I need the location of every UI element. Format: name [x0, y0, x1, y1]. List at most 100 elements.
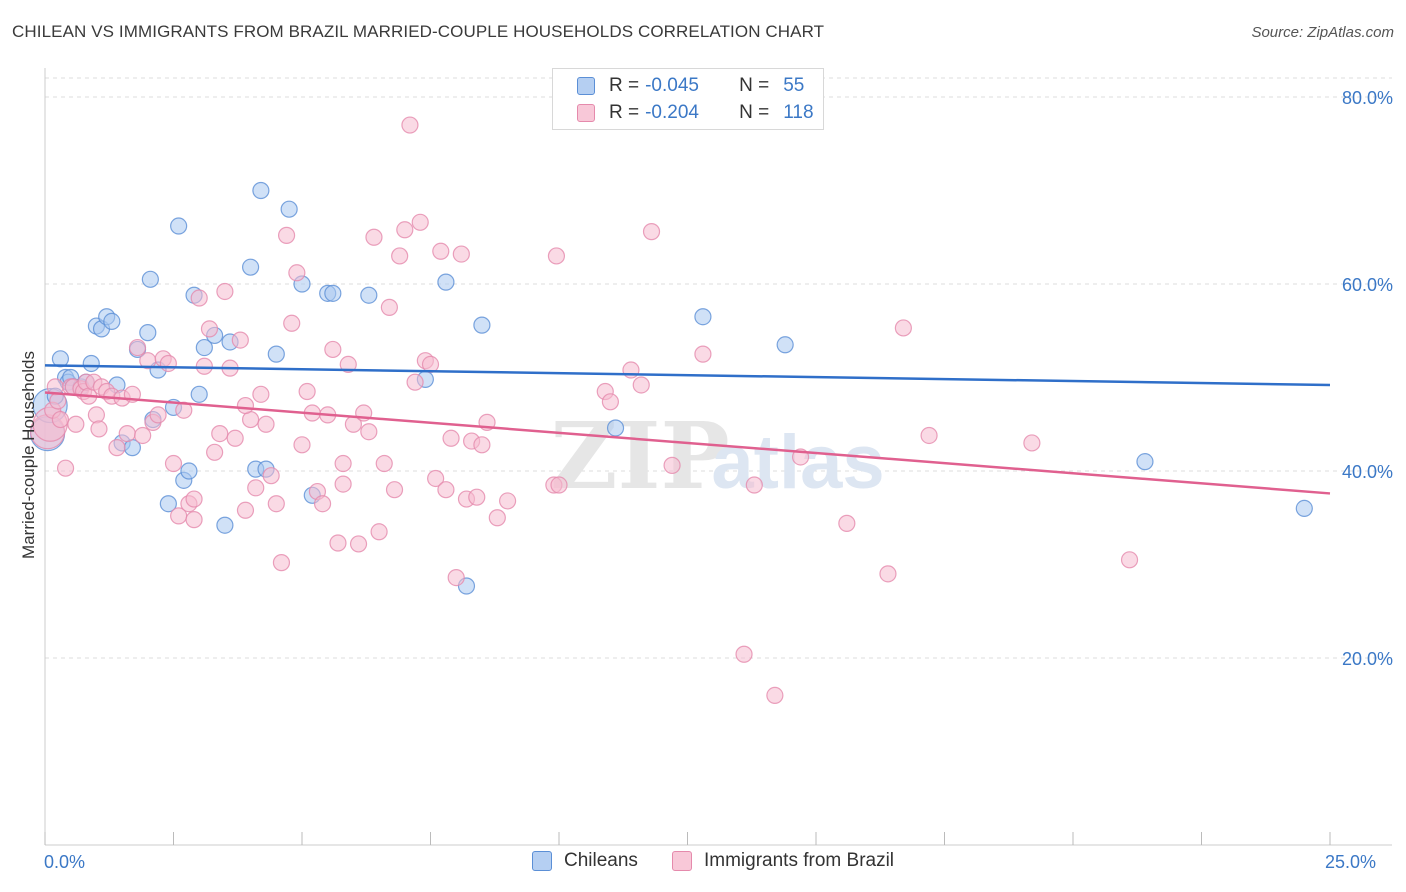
chileans-point: [1136, 453, 1154, 471]
brazil-point: [339, 355, 357, 374]
brazil-point: [329, 534, 347, 552]
legend-n-value: 118: [783, 102, 814, 123]
brazil-point: [51, 410, 70, 429]
brazil-point: [396, 221, 414, 239]
brazil-point: [547, 247, 566, 265]
brazil-point: [442, 429, 460, 447]
legend-row-brazil: R = -0.204 N = 118: [577, 100, 814, 126]
legend-label-brazil: Immigrants from Brazil: [704, 850, 895, 871]
brazil-point: [601, 393, 620, 411]
legend-r-value: -0.204: [645, 102, 699, 123]
brazil-point: [452, 245, 470, 263]
brazil-point: [298, 382, 316, 401]
brazil-point: [349, 535, 368, 553]
series-legend: Chileans Immigrants from Brazil: [0, 850, 1406, 878]
brazil-point: [745, 476, 763, 494]
y-tick-label: 40.0%: [1342, 462, 1393, 482]
brazil-point: [694, 345, 712, 363]
chileans-point: [159, 495, 177, 513]
brazil-point: [195, 357, 213, 375]
brazil-point: [473, 436, 491, 454]
brazil-point: [324, 340, 342, 359]
brazil-point: [185, 511, 203, 529]
brazil-point: [226, 429, 244, 447]
legend-item-chileans[interactable]: Chileans: [532, 850, 638, 872]
brazil-point: [1023, 434, 1041, 452]
legend-swatch-pink: [672, 851, 692, 871]
chileans-point: [437, 273, 455, 291]
chileans-point: [195, 338, 213, 357]
brazil-point: [360, 423, 378, 441]
brazil-point: [370, 523, 388, 541]
brazil-point: [236, 501, 255, 519]
brazil-point: [334, 454, 352, 473]
brazil-point: [488, 509, 506, 527]
brazil-point: [128, 338, 147, 357]
chileans-point: [1295, 499, 1313, 517]
watermark: ZIP atlas: [550, 402, 884, 510]
chileans-point: [170, 217, 188, 235]
brazil-point: [159, 354, 177, 373]
brazil-point: [385, 481, 404, 499]
brazil-point: [190, 289, 208, 307]
legend-r-value: -0.045: [645, 75, 699, 96]
legend-n-label: N =: [739, 102, 770, 123]
brazil-point: [391, 247, 409, 265]
x-tick-max: 25.0%: [1325, 852, 1377, 872]
chileans-trend-line: [44, 364, 1331, 387]
brazil-point: [663, 456, 681, 474]
trend-lines: [44, 364, 1331, 495]
brazil-point: [406, 373, 424, 391]
brazil-point: [108, 439, 126, 457]
brazil-point: [134, 426, 152, 445]
legend-n-value: 55: [783, 75, 805, 96]
chileans-point: [324, 284, 342, 302]
brazil-point: [236, 396, 255, 415]
watermark-zip: ZIP: [550, 402, 729, 510]
brazil-point: [206, 443, 224, 461]
brazil-point: [411, 213, 429, 231]
chileans-point: [82, 354, 100, 373]
brazil-point: [267, 495, 285, 513]
brazil-point: [293, 436, 311, 454]
chileans-point: [694, 308, 712, 326]
brazil-point: [118, 425, 136, 443]
legend-item-brazil[interactable]: Immigrants from Brazil: [672, 850, 894, 872]
chileans-point: [267, 345, 285, 363]
brazil-point: [894, 319, 912, 337]
y-axis-label: Married-couple Households: [19, 351, 38, 559]
chileans-point: [139, 324, 157, 342]
y-tick-label: 60.0%: [1342, 275, 1393, 295]
brazil-point: [49, 392, 67, 410]
brazil-point: [879, 565, 897, 583]
chileans-point: [252, 181, 270, 200]
brazil-point: [149, 406, 167, 424]
brazil-point: [766, 686, 784, 705]
chileans-point: [360, 286, 378, 304]
brazil-point: [375, 454, 393, 473]
chileans-point: [216, 516, 234, 534]
brazil-point: [499, 492, 517, 510]
brazil-point: [735, 645, 753, 663]
brazil-point: [262, 467, 280, 485]
brazil-point: [231, 331, 249, 349]
brazil-point: [313, 495, 332, 513]
chileans-point: [103, 312, 121, 330]
brazil-point: [277, 226, 296, 244]
legend-label-chileans: Chileans: [564, 850, 638, 871]
brazil-point: [380, 298, 398, 316]
source-credit: Source: ZipAtlas.com: [1251, 24, 1394, 41]
axes: [44, 68, 1392, 846]
brazil-point: [550, 476, 568, 494]
brazil-point: [642, 223, 661, 241]
chileans-point: [190, 385, 208, 403]
chileans-point: [180, 462, 198, 480]
legend-row-chileans: R = -0.045 N = 55: [577, 73, 804, 99]
chileans-point: [606, 419, 625, 437]
brazil-point: [468, 488, 486, 506]
brazil-point: [334, 475, 352, 493]
brazil-point: [185, 490, 203, 508]
brazil-point: [87, 406, 106, 424]
brazil-point: [283, 314, 301, 332]
